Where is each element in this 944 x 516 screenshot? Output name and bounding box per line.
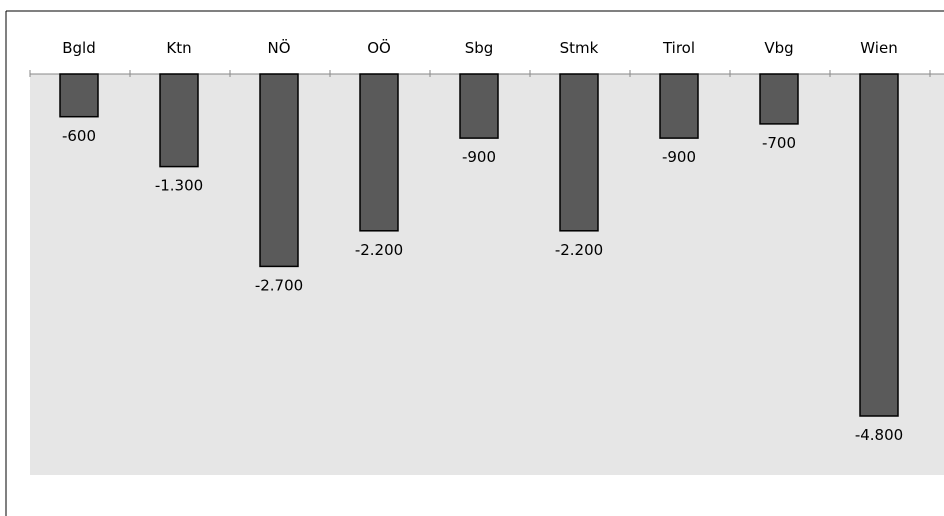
bar-sbg — [459, 73, 499, 139]
bar-bgld — [59, 73, 99, 118]
bar-vbg — [759, 73, 799, 125]
value-label: -4.800 — [855, 426, 903, 444]
value-label: -2.700 — [255, 276, 303, 294]
value-label: -1.300 — [155, 177, 203, 195]
category-label: Tirol — [662, 39, 695, 57]
value-label: -600 — [62, 127, 96, 145]
value-label: -700 — [762, 134, 796, 152]
category-label: Wien — [860, 39, 897, 57]
category-label: Vbg — [764, 39, 793, 57]
bar-tirol — [659, 73, 699, 139]
value-label: -900 — [462, 148, 496, 166]
bar-stmk — [559, 73, 599, 232]
category-label: Sbg — [465, 39, 494, 57]
bar-nö — [259, 73, 299, 268]
category-label: NÖ — [267, 38, 290, 57]
category-label: Ktn — [166, 39, 191, 57]
category-label: Stmk — [560, 39, 599, 57]
value-label: -2.200 — [555, 241, 603, 259]
bar-oö — [359, 73, 399, 232]
bars — [59, 73, 899, 417]
value-label: -900 — [662, 148, 696, 166]
bar-ktn — [159, 73, 199, 168]
axis-ticks — [29, 70, 931, 77]
category-labels: Bgld Ktn NÖ OÖ Sbg Stmk Tirol Vbg Wien — [62, 38, 897, 57]
category-label: OÖ — [367, 38, 391, 57]
bar-wien — [859, 73, 899, 417]
value-labels: -600 -1.300 -2.700 -2.200 -900 -2.200 -900 -700… — [62, 127, 903, 444]
value-label: -2.200 — [355, 241, 403, 259]
category-label: Bgld — [62, 39, 96, 57]
